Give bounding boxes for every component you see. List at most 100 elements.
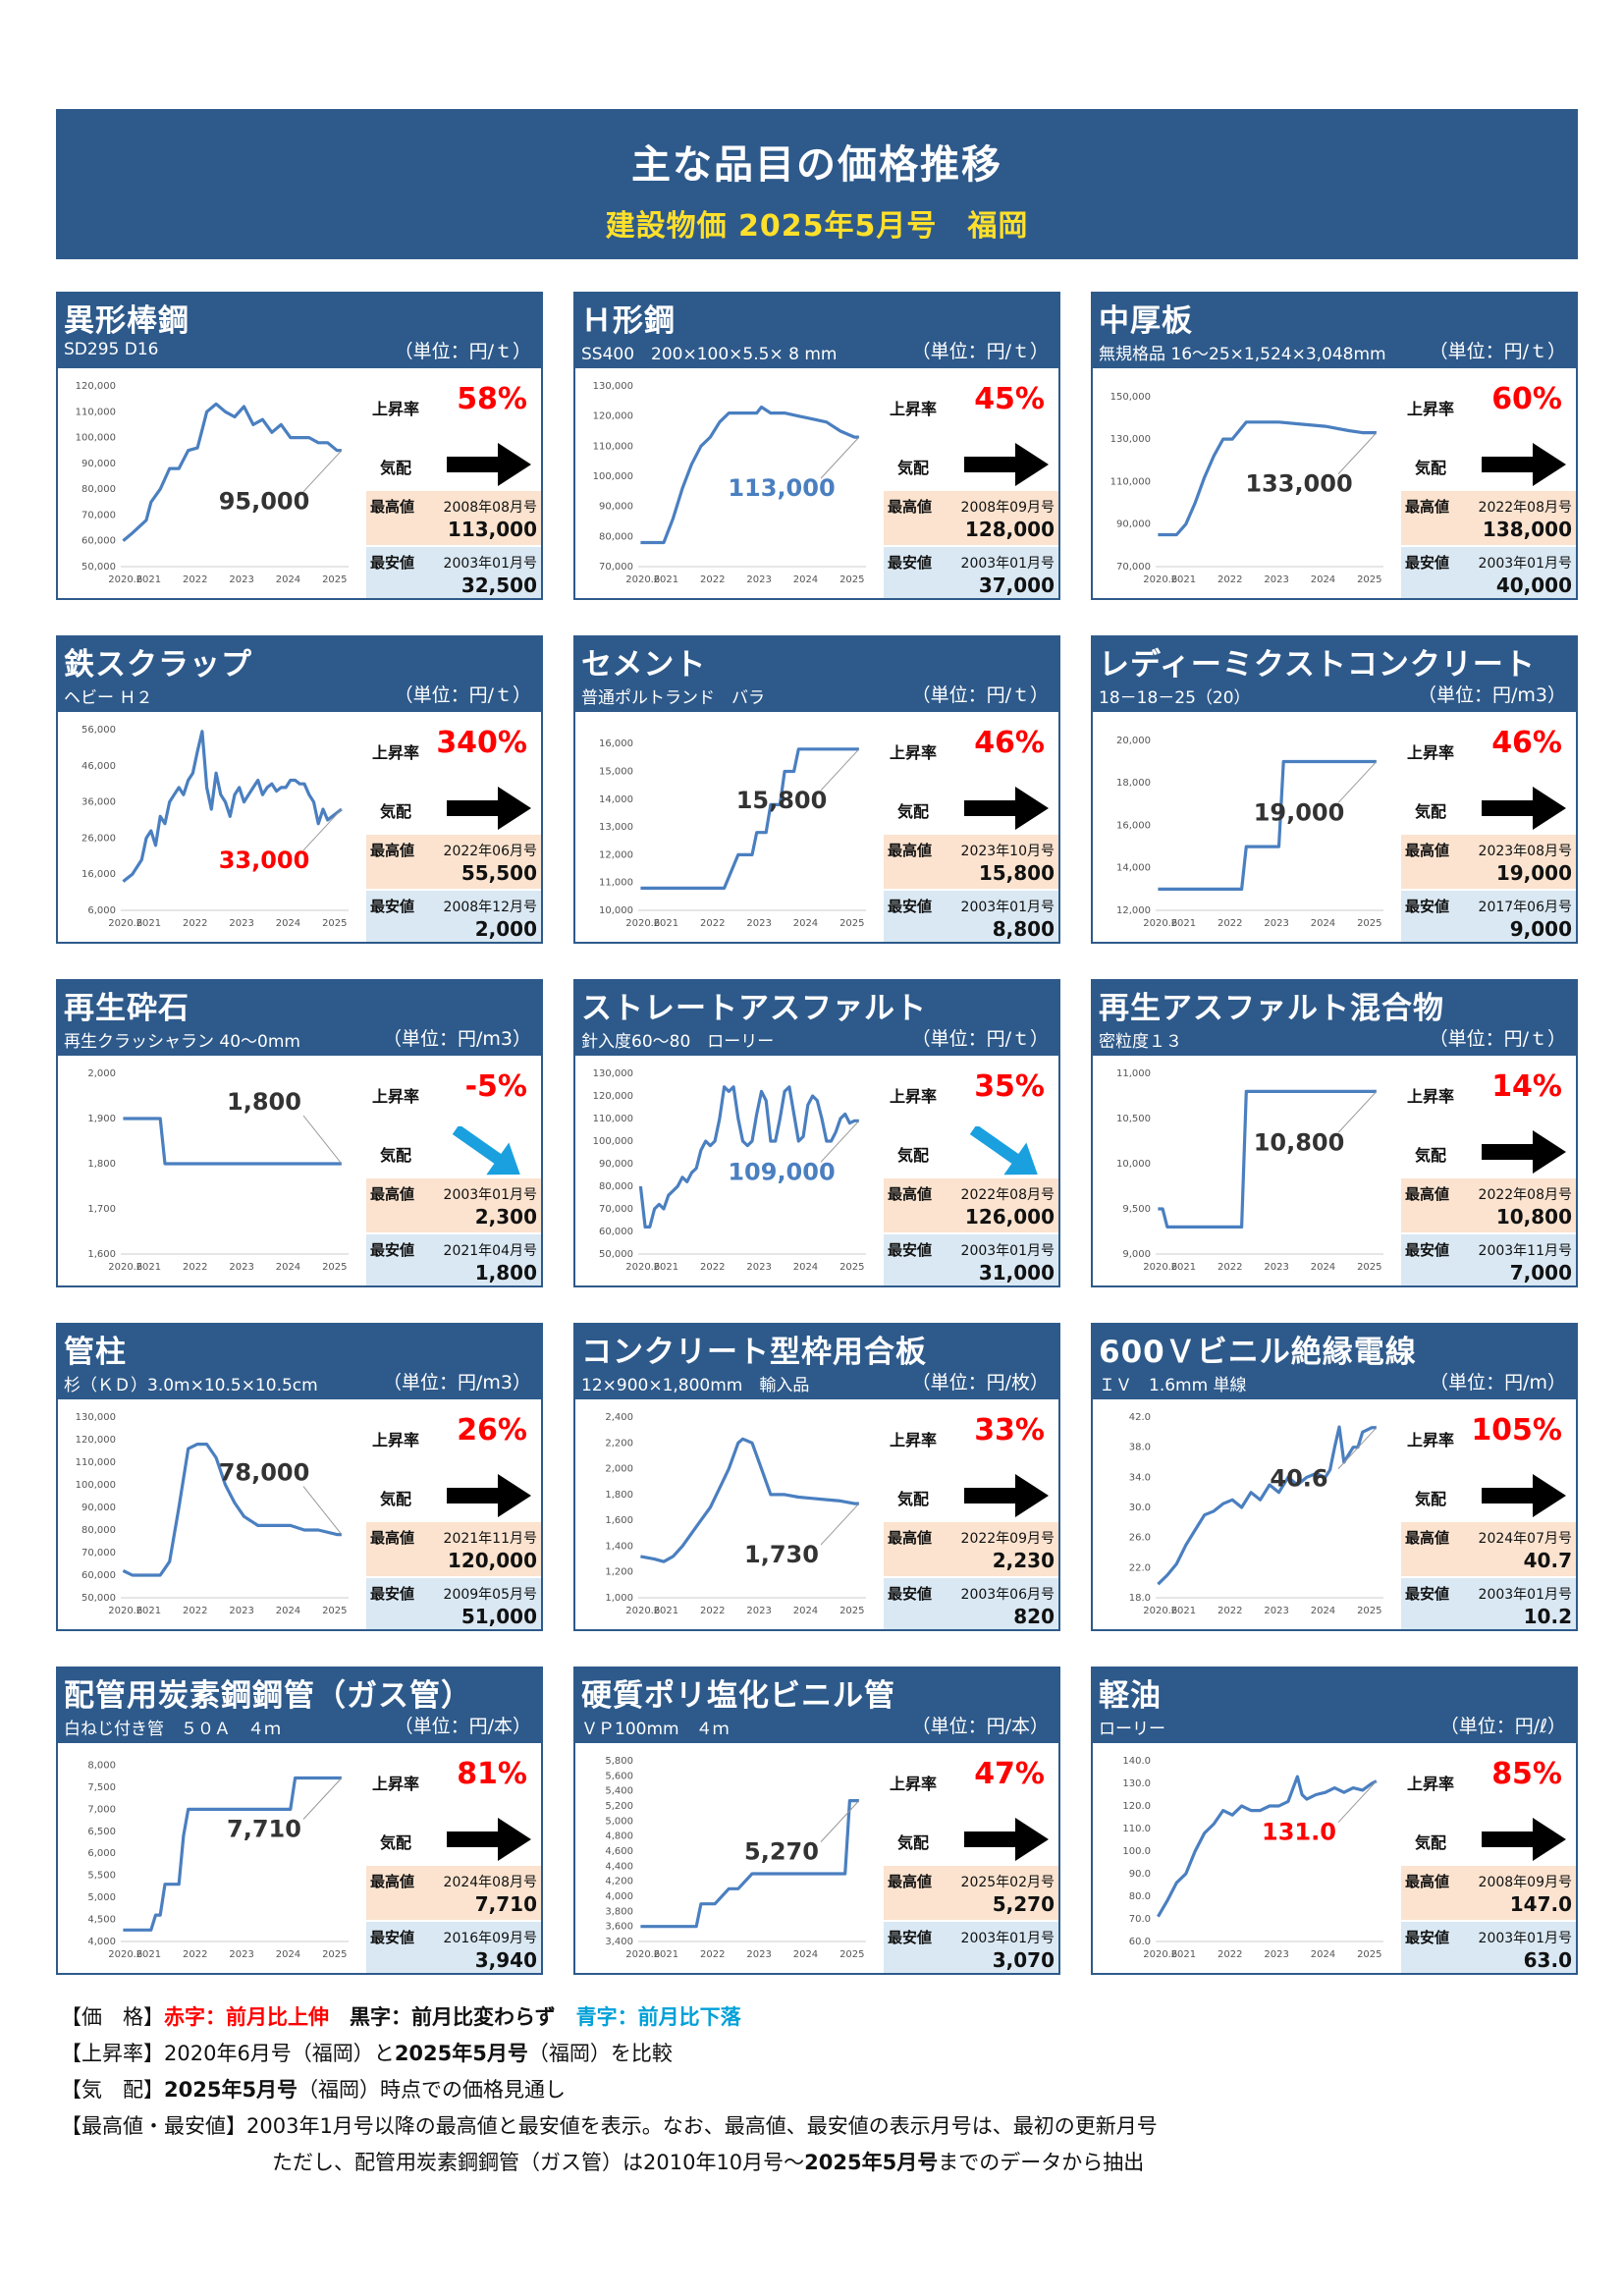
rate-label: 上昇率 [890, 1087, 938, 1106]
item-unit: （単位：円/ｔ） [394, 684, 531, 706]
card-header: 管柱 杉（ＫＤ）3.0m×10.5×10.5cm （単位：円/m3） [58, 1325, 541, 1399]
page-subtitle: 建設物価 2025年5月号 福岡 [605, 209, 1029, 244]
y-tick-label: 14,000 [1116, 863, 1151, 874]
high-box: 最高値 2022年06月号 55,500 [366, 835, 541, 889]
y-tick-label: 110,000 [76, 407, 116, 417]
y-tick-label: 80.0 [1129, 1891, 1151, 1902]
high-value: 19,000 [1495, 861, 1572, 885]
rate-label: 上昇率 [890, 1431, 938, 1449]
item-spec: SD295 D16 [64, 340, 159, 359]
low-box: 最安値 2003年01月号 37,000 [884, 547, 1058, 598]
price-chart: 70,000 80,000 90,000 100,000 110,000 120,000 1… [577, 372, 880, 594]
price-chart: 1,600 1,700 1,800 1,900 2,000 2020.6 2021 2022 2… [60, 1060, 362, 1282]
y-tick-label: 70,000 [81, 510, 116, 520]
price-chart: 18.0 22.0 26.0 30.0 34.0 38.0 42.0 2020.6 2021 20… [1095, 1403, 1397, 1625]
y-tick-label: 5,600 [605, 1771, 633, 1781]
latest-value-label: 5,270 [744, 1838, 819, 1866]
item-spec: ローリー [1099, 1720, 1165, 1739]
y-tick-label: 60,000 [599, 1227, 633, 1237]
x-tick-label: 2022 [183, 1606, 207, 1616]
kehai-label: 気配 [380, 1833, 412, 1852]
legend-rate-a: 2020年6月号（福岡）と [164, 2042, 395, 2065]
annotation-leader [302, 808, 343, 851]
low-label: 最安値 [888, 1929, 933, 1946]
price-card: 軽油 ローリー （単位：円/ℓ） 60.0 70.0 80.0 90.0 100.0 11… [1091, 1667, 1578, 1975]
card-header: レディーミクストコンクリート 18－18－25（20） （単位：円/m3） [1093, 637, 1576, 712]
series-line [1157, 1425, 1377, 1586]
card-header: 中厚板 無規格品 16～25×1,524×3,048mm （単位：円/ｔ） [1093, 294, 1576, 368]
low-value: 32,500 [460, 574, 537, 597]
y-tick-label: 80,000 [599, 1181, 633, 1192]
price-chart: 12,000 14,000 16,000 18,000 20,000 2020.6 2021… [1095, 716, 1397, 938]
rate-value: 340% [436, 726, 527, 760]
trend-arrow-icon [1478, 783, 1568, 834]
price-chart: 50,000 60,000 70,000 80,000 90,000 100,000 110… [60, 1403, 362, 1625]
x-tick-label: 2021 [136, 1606, 161, 1616]
rate-label: 上昇率 [1407, 400, 1455, 418]
low-value: 9,000 [1509, 917, 1572, 941]
high-box: 最高値 2022年08月号 138,000 [1401, 491, 1576, 545]
info-panel: 上昇率 47% 気配 最高値 2025年02月号 5,270 最安値 2003年… [884, 1743, 1058, 1973]
x-tick-label: 2021 [136, 574, 161, 585]
low-box: 最安値 2003年01月号 40,000 [1401, 547, 1576, 598]
kehai-label: 気配 [1415, 459, 1447, 477]
low-label: 最安値 [888, 554, 933, 572]
legend-price-label: 【価 格】 [61, 2005, 164, 2029]
y-tick-label: 18.0 [1129, 1593, 1151, 1604]
x-tick-label: 2023 [1264, 1262, 1288, 1273]
low-value: 63.0 [1523, 1948, 1572, 1972]
y-tick-label: 4,600 [605, 1846, 633, 1857]
item-spec: 18－18－25（20） [1099, 688, 1251, 708]
high-date: 2022年08月号 [960, 1187, 1055, 1203]
y-tick-label: 1,200 [605, 1567, 633, 1578]
annotation-leader [820, 1503, 860, 1546]
x-tick-label: 2022 [1218, 918, 1242, 929]
high-date: 2024年08月号 [443, 1875, 537, 1890]
annotation-leader [302, 450, 343, 493]
low-date: 2003年01月号 [960, 556, 1055, 572]
high-box: 最高値 2023年10月号 15,800 [884, 835, 1058, 889]
high-label: 最高値 [888, 842, 933, 859]
y-tick-label: 26.0 [1129, 1533, 1151, 1544]
rate-label: 上昇率 [372, 1775, 420, 1793]
y-tick-label: 130,000 [593, 381, 633, 392]
y-tick-label: 5,000 [87, 1892, 116, 1903]
x-tick-label: 2024 [1311, 574, 1335, 585]
info-panel: 上昇率 33% 気配 最高値 2022年09月号 2,230 最安値 2003年… [884, 1399, 1058, 1629]
y-tick-label: 100,000 [593, 1136, 633, 1147]
info-panel: 上昇率 105% 気配 最高値 2024年07月号 40.7 最安値 2003年… [1401, 1399, 1576, 1629]
rate-value: 46% [1491, 726, 1562, 760]
price-card: 600Ｖビニル絶縁電線 ＩＶ 1.6mm 単線 （単位：円/m） 18.0 22.… [1091, 1323, 1578, 1631]
price-card: Ｈ形鋼 SS400 200×100×5.5× 8 mm （単位：円/ｔ） 70,… [573, 292, 1060, 600]
x-tick-label: 2022 [700, 1606, 725, 1616]
x-tick-label: 2025 [839, 1949, 864, 1960]
latest-value-label: 1,730 [744, 1541, 819, 1568]
kehai-label: 気配 [380, 459, 412, 477]
card-header: 再生アスファルト混合物 密粒度１３ （単位：円/ｔ） [1093, 981, 1576, 1056]
item-name: 異形棒鋼 [64, 303, 189, 339]
item-unit: （単位：円/枚） [911, 1372, 1049, 1394]
item-name: 鉄スクラップ [64, 647, 252, 683]
info-panel: 上昇率 58% 気配 最高値 2008年08月号 113,000 最安値 200… [366, 368, 541, 598]
y-tick-label: 70.0 [1129, 1914, 1151, 1925]
x-tick-label: 2024 [276, 1949, 300, 1960]
low-date: 2003年01月号 [1478, 1931, 1572, 1946]
price-card: 硬質ポリ塩化ビニル管 ＶＰ100mm ４ｍ （単位：円/本） 3,400 3,60… [573, 1667, 1060, 1975]
y-tick-label: 80,000 [81, 1525, 116, 1536]
rate-value: 60% [1491, 382, 1562, 416]
low-date: 2009年05月号 [443, 1587, 537, 1603]
rate-label: 上昇率 [890, 1775, 938, 1793]
kehai-label: 気配 [897, 802, 930, 821]
annotation-leader [1337, 1091, 1378, 1133]
low-box: 最安値 2003年01月号 8,800 [884, 891, 1058, 942]
y-tick-label: 10,500 [1116, 1114, 1151, 1124]
high-value: 128,000 [964, 518, 1055, 541]
info-panel: 上昇率 -5% 気配 最高値 2003年01月号 2,300 最安値 2021年… [366, 1056, 541, 1285]
latest-value-label: 40.6 [1270, 1465, 1327, 1493]
y-tick-label: 1,800 [87, 1159, 116, 1170]
card-header: 配管用炭素鋼鋼管（ガス管） 白ねじ付き管 ５０Ａ ４ｍ （単位：円/本） [58, 1668, 541, 1743]
latest-value-label: 113,000 [728, 474, 835, 502]
y-tick-label: 100.0 [1122, 1846, 1151, 1857]
low-box: 最安値 2021年04月号 1,800 [366, 1234, 541, 1285]
y-tick-label: 4,200 [605, 1877, 633, 1887]
